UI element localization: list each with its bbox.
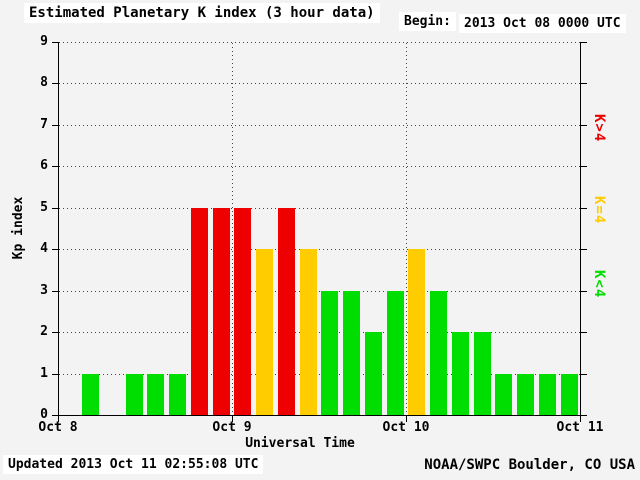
- y-tick-label: 8: [40, 75, 48, 90]
- x-tick-label: Oct 10: [382, 420, 430, 435]
- y-axis-tick: [52, 415, 58, 416]
- y-tick-label: 6: [40, 158, 48, 173]
- y-axis-tick-right: [581, 291, 587, 292]
- gridline-horizontal: [59, 83, 580, 84]
- y-axis-tick: [52, 166, 58, 167]
- y-axis-tick-right: [581, 415, 587, 416]
- x-axis-line: [58, 415, 581, 416]
- y-tick-label: 1: [40, 366, 48, 381]
- y-axis-tick: [52, 83, 58, 84]
- kp-bar: [517, 374, 534, 415]
- gridline-horizontal: [59, 42, 580, 43]
- kp-bar: [539, 374, 556, 415]
- begin-label: Begin:: [399, 12, 456, 31]
- x-tick-label: Oct 9: [212, 420, 252, 435]
- kp-bar: [126, 374, 143, 415]
- kp-bar: [408, 249, 425, 415]
- kp-bar: [169, 374, 186, 415]
- gridline-horizontal: [59, 208, 580, 209]
- y-axis-tick: [52, 125, 58, 126]
- y-axis-tick: [52, 42, 58, 43]
- kp-bar: [278, 208, 295, 415]
- y-axis-tick-right: [581, 208, 587, 209]
- gridline-horizontal: [59, 374, 580, 375]
- x-axis-tick: [232, 416, 233, 422]
- gridline-vertical: [406, 43, 407, 415]
- y-axis-tick: [52, 291, 58, 292]
- y-tick-label: 3: [40, 283, 48, 298]
- x-tick-label: Oct 11: [556, 420, 604, 435]
- kp-bar: [147, 374, 164, 415]
- y-axis-tick-right: [581, 125, 587, 126]
- x-tick-label: Oct 8: [38, 420, 78, 435]
- source-attribution: NOAA/SWPC Boulder, CO USA: [424, 457, 635, 473]
- y-axis-tick-right: [581, 249, 587, 250]
- y-axis-tick: [52, 332, 58, 333]
- y-axis-tick: [52, 374, 58, 375]
- kp-bar: [387, 291, 404, 415]
- y-tick-label: 5: [40, 200, 48, 215]
- y-axis-tick-right: [581, 374, 587, 375]
- y-tick-label: 0: [40, 407, 48, 422]
- y-axis-line: [58, 42, 59, 416]
- y-axis-tick: [52, 249, 58, 250]
- kp-bar: [561, 374, 578, 415]
- gridline-vertical: [232, 43, 233, 415]
- kp-bar: [452, 332, 469, 415]
- kp-bar: [82, 374, 99, 415]
- kp-bar: [213, 208, 230, 415]
- y-axis-title: Kp index: [11, 196, 26, 260]
- x-axis-tick: [406, 416, 407, 422]
- kp-bar: [430, 291, 447, 415]
- y-axis-tick-right: [581, 332, 587, 333]
- kp-bar: [321, 291, 338, 415]
- y-axis-tick-right: [581, 83, 587, 84]
- gridline-horizontal: [59, 249, 580, 250]
- kp-bar: [474, 332, 491, 415]
- x-axis-tick: [580, 416, 581, 422]
- kp-bar: [343, 291, 360, 415]
- legend-k-equal-4: K=4: [591, 196, 607, 225]
- legend-k-below-4: K<4: [591, 270, 607, 299]
- y-tick-label: 7: [40, 117, 48, 132]
- y-axis-tick: [52, 208, 58, 209]
- kp-bar: [234, 208, 251, 415]
- gridline-horizontal: [59, 166, 580, 167]
- x-axis-title: Universal Time: [245, 436, 355, 451]
- gridline-horizontal: [59, 125, 580, 126]
- gridline-horizontal: [59, 291, 580, 292]
- kp-bar: [256, 249, 273, 415]
- gridline-horizontal: [59, 332, 580, 333]
- kp-bar: [300, 249, 317, 415]
- y-tick-label: 4: [40, 241, 48, 256]
- updated-timestamp: Updated 2013 Oct 11 02:55:08 UTC: [3, 455, 264, 474]
- kp-bar: [495, 374, 512, 415]
- y-tick-label: 9: [40, 34, 48, 49]
- chart-title: Estimated Planetary K index (3 hour data…: [24, 3, 380, 23]
- y-tick-label: 2: [40, 324, 48, 339]
- x-axis-tick: [58, 416, 59, 422]
- begin-value: 2013 Oct 08 0000 UTC: [459, 14, 626, 33]
- legend-k-above-4: K>4: [591, 114, 607, 143]
- y-axis-tick-right: [581, 166, 587, 167]
- y-axis-tick-right: [581, 42, 587, 43]
- kp-bar: [365, 332, 382, 415]
- right-frame-line: [580, 42, 581, 416]
- kp-bar: [191, 208, 208, 415]
